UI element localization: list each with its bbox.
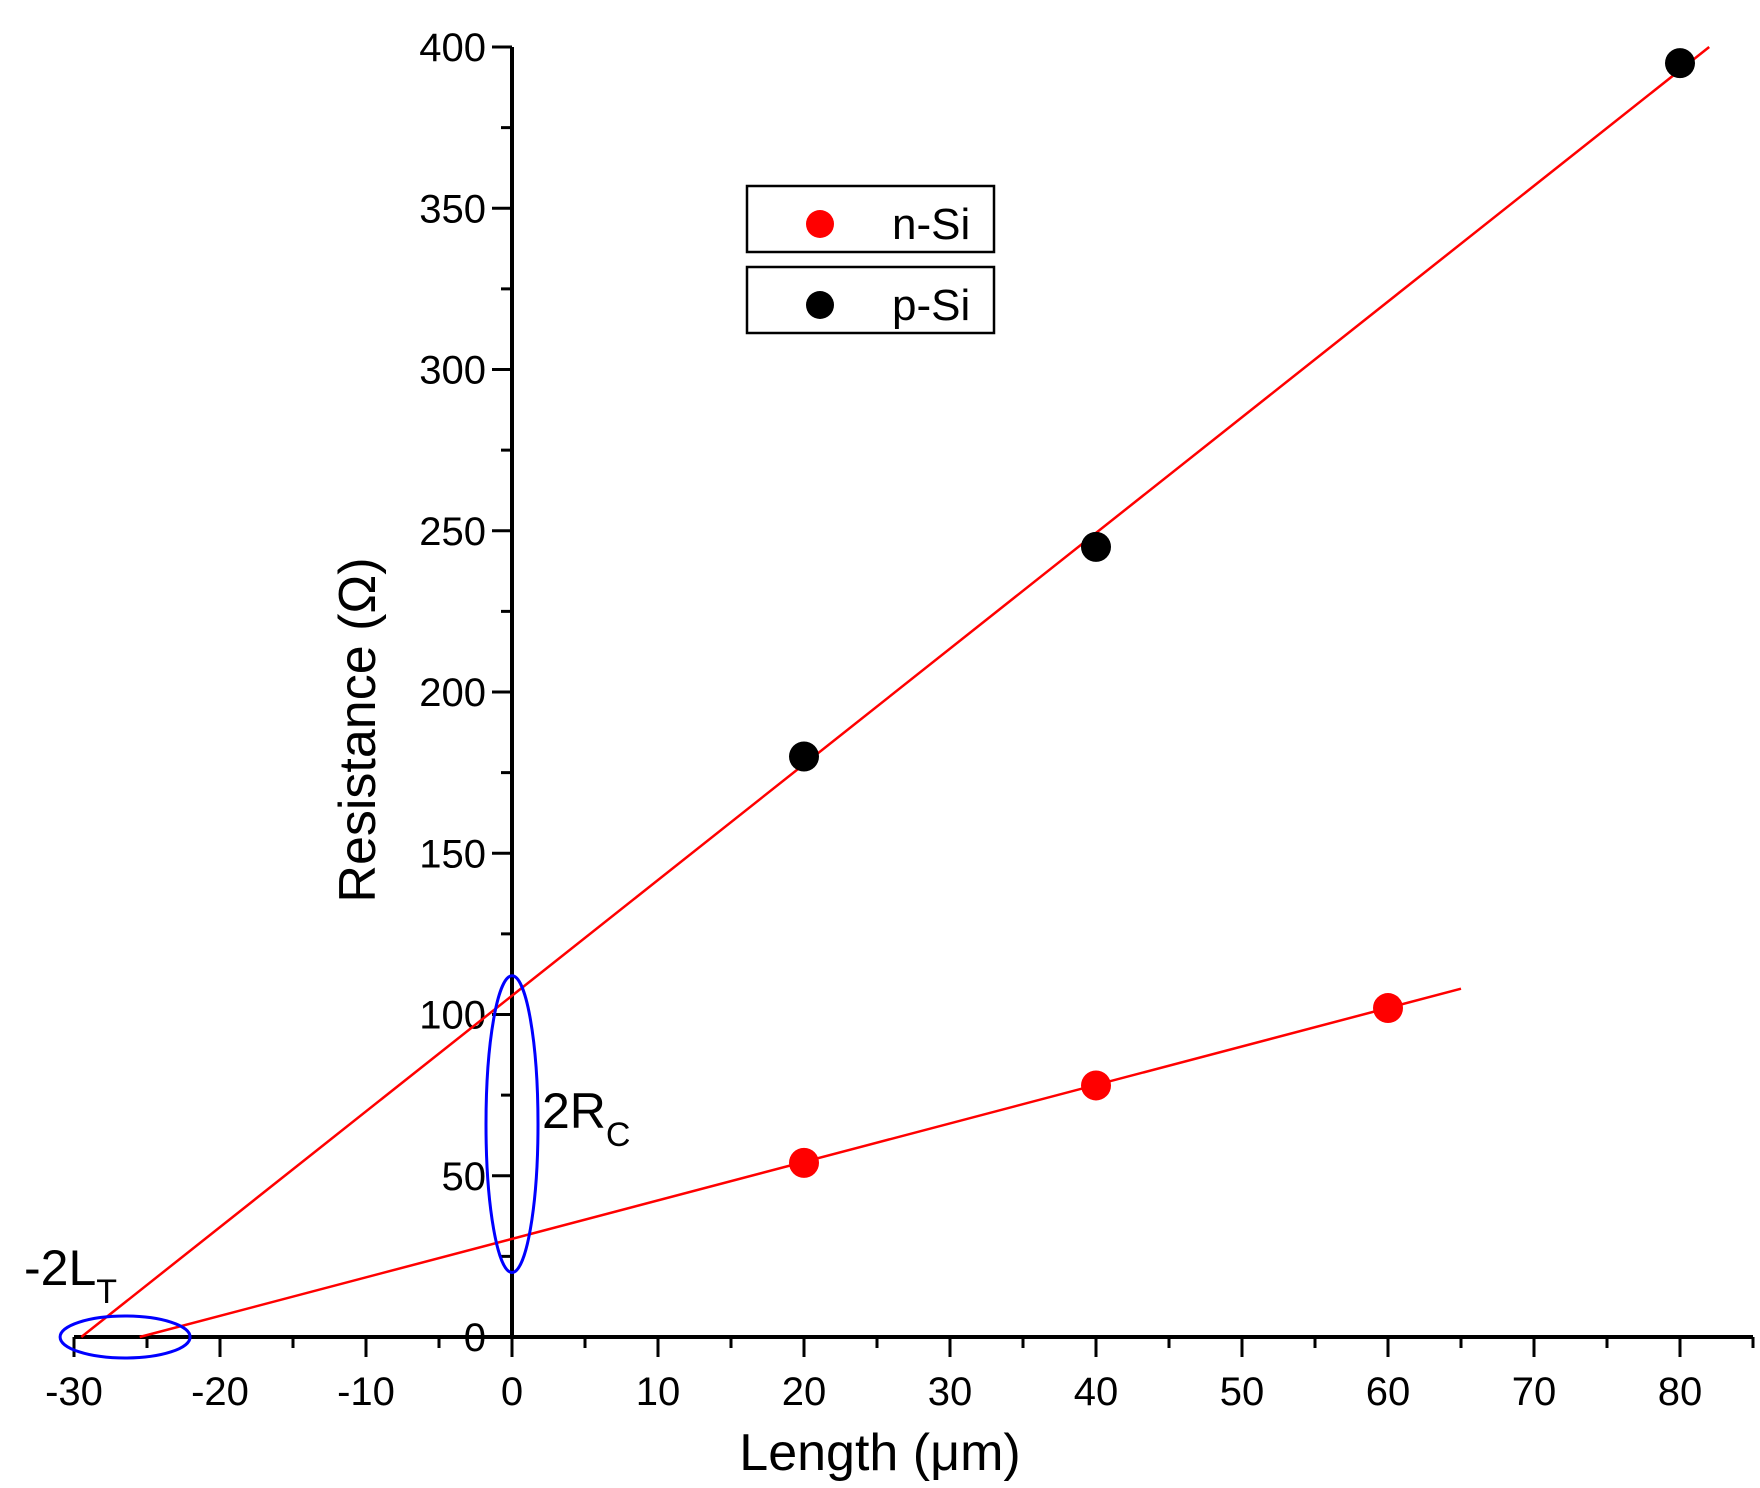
legend-marker-n-Si bbox=[806, 210, 834, 238]
legend: n-Si p-Si bbox=[745, 184, 996, 335]
x-tick-label: 50 bbox=[1220, 1370, 1265, 1414]
y-tick-label: 50 bbox=[442, 1155, 487, 1199]
data-point-n-Si bbox=[1373, 993, 1403, 1024]
data-point-p-Si bbox=[789, 741, 819, 772]
x-tick-label: 30 bbox=[928, 1370, 973, 1414]
data-point-p-Si bbox=[1081, 531, 1111, 562]
legend-label-p-Si: p-Si bbox=[892, 281, 970, 330]
x-axis-title: Length (μm) bbox=[739, 1424, 1020, 1482]
data-point-p-Si bbox=[1665, 48, 1695, 79]
x-tick-label: -20 bbox=[191, 1370, 249, 1414]
y-axis-title: Resistance (Ω) bbox=[329, 557, 387, 902]
y-tick-label: 200 bbox=[419, 671, 486, 715]
transfer-length-label: -2LT bbox=[24, 1240, 117, 1311]
x-tick-label: 60 bbox=[1366, 1370, 1411, 1414]
x-tick-label: 0 bbox=[501, 1370, 523, 1414]
contact-resistance-label: 2RC bbox=[542, 1083, 630, 1154]
legend-box-p-Si bbox=[745, 265, 996, 335]
transfer-length-subscript: T bbox=[96, 1273, 117, 1311]
x-tick-label: 20 bbox=[782, 1370, 827, 1414]
legend-box-n-Si bbox=[745, 184, 996, 254]
x-tick-label: 70 bbox=[1512, 1370, 1557, 1414]
fit-line-p-Si bbox=[80, 46, 1710, 1338]
y-tick-label: 300 bbox=[419, 349, 486, 393]
contact-resistance-subscript: C bbox=[606, 1116, 631, 1154]
x-tick-label: -10 bbox=[337, 1370, 395, 1414]
legend-marker-p-Si bbox=[806, 291, 834, 319]
data-point-n-Si bbox=[789, 1147, 819, 1178]
data-points bbox=[789, 48, 1695, 1178]
transfer-length-ellipse bbox=[58, 1314, 192, 1360]
contact-resistance-ellipse bbox=[484, 974, 540, 1275]
legend-label-n-Si: n-Si bbox=[892, 200, 970, 249]
y-tick-label: 0 bbox=[464, 1316, 486, 1360]
y-tick-label: 250 bbox=[419, 510, 486, 554]
annotations: 2RC -2LT bbox=[24, 974, 630, 1360]
data-point-n-Si bbox=[1081, 1070, 1111, 1101]
x-tick-label: 40 bbox=[1074, 1370, 1119, 1414]
y-tick-label: 400 bbox=[419, 26, 486, 70]
axes: -30 -20 -10 0 10 20 30 40 50 60 70 80 0 50 100 150 200 25… bbox=[45, 26, 1755, 1414]
y-tick-label: 350 bbox=[419, 187, 486, 231]
y-tick-label: 100 bbox=[419, 994, 486, 1038]
x-tick-label: -30 bbox=[45, 1370, 103, 1414]
y-tick-label: 150 bbox=[419, 832, 486, 876]
x-tick-label: 80 bbox=[1658, 1370, 1703, 1414]
x-tick-label: 10 bbox=[636, 1370, 681, 1414]
